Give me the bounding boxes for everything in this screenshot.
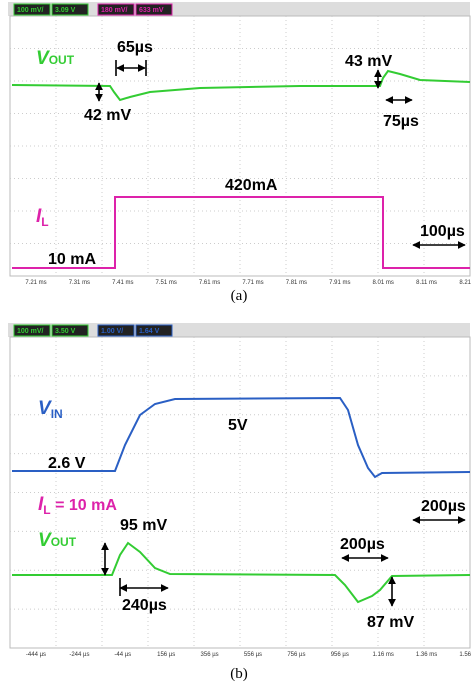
annotation: 65µs <box>117 39 153 56</box>
header-readout: 633 mV <box>139 7 164 14</box>
x-tick-label: 556 µs <box>244 652 262 658</box>
header-readout: 1.00 V/ <box>101 328 123 335</box>
x-tick-label: 7.41 ms <box>112 280 133 286</box>
x-tick-label: 1.16 ms <box>373 652 394 658</box>
header-readout: 3.50 V <box>55 328 76 335</box>
annotation: 5V <box>228 417 248 434</box>
x-tick-label: 7.71 ms <box>242 280 263 286</box>
annotation: 420mA <box>225 177 278 194</box>
header-readout: 100 mV/ <box>17 328 44 335</box>
x-tick-label: 1.56 ms <box>459 652 472 658</box>
header-readout: 3.09 V <box>55 7 76 14</box>
x-tick-label: -444 µs <box>26 652 46 658</box>
x-tick-label: 7.81 ms <box>286 280 307 286</box>
header-readout: 1.64 V <box>139 328 160 335</box>
caption: (b) <box>230 666 248 682</box>
il-label: IL = 10 mA <box>38 494 117 517</box>
annotation: 10 mA <box>48 251 96 268</box>
x-tick-label: -44 µs <box>114 652 131 658</box>
annotation: 200µs <box>421 498 466 515</box>
x-tick-label: 8.01 ms <box>373 280 394 286</box>
x-tick-label: 8.21 ms <box>459 280 472 286</box>
figure: 100 mV/3.09 V 180 mV/633 mV 7.21 ms 7.31 ms… <box>0 0 472 687</box>
x-tick-label: 7.51 ms <box>156 280 177 286</box>
caption: (a) <box>231 288 248 304</box>
annotation: 43 mV <box>345 53 392 70</box>
header-readout: 100 mV/ <box>17 7 44 14</box>
header-readout: 180 mV/ <box>101 7 128 14</box>
x-tick-label: 7.21 ms <box>25 280 46 286</box>
annotation: 240µs <box>122 597 167 614</box>
annotation: 95 mV <box>120 517 167 534</box>
x-tick-label: 756 µs <box>287 652 305 658</box>
annotation: 2.6 V <box>48 455 86 472</box>
x-tick-label: 7.61 ms <box>199 280 220 286</box>
x-tick-label: 956 µs <box>331 652 349 658</box>
annotation: 87 mV <box>367 614 414 631</box>
x-tick-label: 1.36 ms <box>416 652 437 658</box>
x-tick-label: 156 µs <box>157 652 175 658</box>
annotation: 75µs <box>383 113 419 130</box>
x-tick-label: 356 µs <box>201 652 219 658</box>
x-tick-label: 7.31 ms <box>69 280 90 286</box>
x-tick-label: 7.91 ms <box>329 280 350 286</box>
annotation: 100µs <box>420 223 465 240</box>
annotation: 200µs <box>340 536 385 553</box>
annotation: 42 mV <box>84 107 131 124</box>
x-tick-label: 8.11 ms <box>416 280 437 286</box>
x-tick-label: -244 µs <box>69 652 89 658</box>
